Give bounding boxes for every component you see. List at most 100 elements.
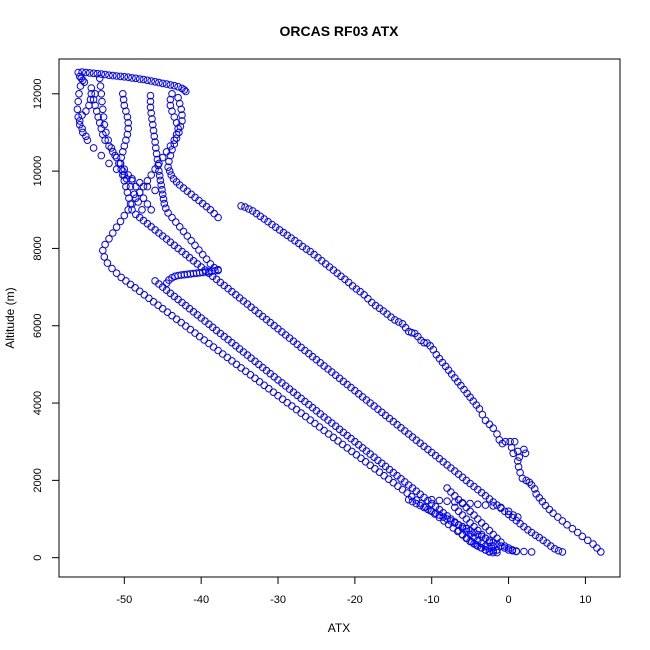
data-point — [96, 82, 105, 90]
data-point — [122, 175, 131, 183]
data-point — [147, 206, 155, 214]
data-point — [489, 546, 498, 555]
data-point — [206, 260, 215, 268]
data-point — [158, 153, 167, 162]
data-point — [550, 545, 559, 553]
data-point — [146, 103, 155, 112]
data-point — [112, 269, 121, 278]
data-point — [168, 90, 176, 98]
data-point — [477, 519, 486, 527]
data-point — [368, 298, 376, 307]
data-point — [123, 113, 132, 121]
data-point — [458, 499, 467, 508]
data-point — [447, 517, 455, 525]
data-point — [295, 239, 303, 248]
data-point — [493, 534, 501, 543]
chart-title: ORCAS RF03 ATX — [279, 23, 399, 39]
data-point — [302, 245, 311, 253]
data-point — [515, 453, 524, 462]
data-point — [147, 77, 155, 85]
data-point — [132, 210, 140, 219]
data-point — [105, 142, 113, 150]
data-point — [489, 424, 498, 433]
data-point — [102, 128, 110, 137]
data-point — [135, 75, 144, 83]
data-points — [73, 68, 605, 557]
data-point — [120, 211, 129, 220]
data-point — [466, 537, 474, 546]
data-point — [412, 499, 421, 508]
data-point — [458, 511, 467, 519]
data-point — [116, 217, 125, 226]
data-point — [443, 515, 451, 523]
data-point — [174, 93, 182, 102]
data-point — [124, 124, 132, 133]
data-point — [506, 437, 514, 446]
data-point — [514, 457, 522, 465]
data-point — [408, 497, 417, 506]
data-point — [85, 101, 93, 110]
data-point — [86, 95, 95, 104]
data-point — [481, 501, 490, 509]
data-point — [549, 509, 557, 518]
data-point — [252, 209, 261, 218]
data-point — [458, 530, 467, 539]
data-point — [423, 339, 431, 347]
x-tick-label: -10 — [424, 594, 440, 606]
data-point — [497, 503, 505, 512]
data-point — [93, 69, 102, 78]
data-point — [164, 209, 172, 217]
data-point — [87, 84, 96, 92]
data-point — [164, 163, 172, 171]
data-point — [275, 226, 284, 234]
data-point — [508, 546, 517, 554]
data-point — [80, 78, 89, 86]
data-point — [150, 132, 159, 141]
data-point — [119, 167, 127, 175]
data-point — [135, 178, 144, 187]
data-point — [237, 202, 245, 210]
data-point — [485, 538, 494, 547]
data-point — [481, 542, 490, 550]
data-point — [291, 236, 299, 245]
data-point — [74, 68, 82, 77]
data-point — [558, 548, 567, 556]
data-point — [271, 223, 280, 231]
data-point — [101, 70, 109, 79]
data-point — [146, 97, 155, 106]
data-point — [248, 207, 257, 215]
data-point — [82, 132, 90, 141]
data-point — [119, 90, 127, 98]
data-point — [504, 544, 513, 552]
data-point — [91, 101, 99, 110]
data-point — [178, 117, 186, 125]
data-point — [583, 536, 592, 545]
data-point — [105, 71, 113, 79]
data-point — [139, 75, 148, 84]
data-point — [477, 544, 486, 552]
data-point — [169, 175, 178, 183]
data-point — [172, 130, 181, 139]
data-point — [364, 294, 372, 303]
data-point — [130, 190, 139, 199]
data-point — [97, 151, 106, 160]
data-point — [439, 513, 448, 521]
data-point — [500, 542, 509, 550]
data-point — [435, 511, 444, 519]
data-point — [149, 126, 158, 135]
data-point — [493, 546, 501, 554]
data-point — [99, 105, 107, 114]
data-point — [241, 203, 249, 211]
data-point — [138, 206, 146, 214]
data-point — [143, 76, 152, 85]
data-point — [454, 495, 463, 504]
x-tick-label: -40 — [193, 594, 209, 606]
data-point — [172, 218, 180, 226]
data-point — [493, 430, 501, 438]
data-point — [100, 120, 109, 129]
data-point — [122, 136, 130, 144]
data-point — [493, 540, 501, 548]
data-point — [156, 176, 165, 185]
data-point — [404, 495, 413, 504]
data-point — [83, 136, 92, 144]
